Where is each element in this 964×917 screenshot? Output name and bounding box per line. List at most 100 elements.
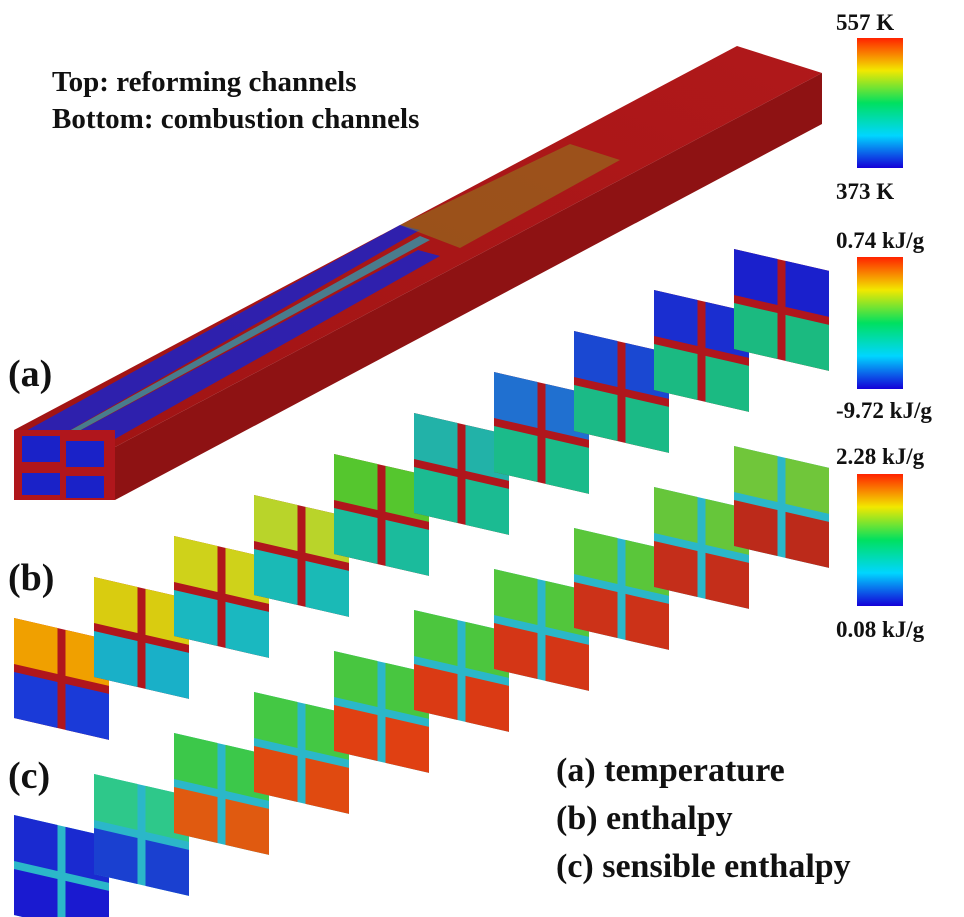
slice-channel (14, 815, 58, 872)
colorbar-max-label: 0.74 kJ/g (836, 228, 925, 253)
slice-channel (174, 536, 218, 593)
beam-front-channel (66, 476, 104, 498)
slice-channel (705, 552, 749, 609)
colorbar-temperature (857, 38, 903, 168)
slice-channel (654, 344, 698, 401)
slice-channel (14, 672, 58, 729)
beam-front-channel (22, 473, 60, 495)
colorbar-min-label: -9.72 kJ/g (836, 398, 932, 423)
sensible-enthalpy-slice (414, 610, 509, 732)
slice-channel (654, 290, 698, 347)
slice-channel (705, 355, 749, 412)
beam-front-channel (66, 441, 104, 467)
slice-channel (385, 519, 429, 576)
slice-channel (334, 705, 378, 762)
slice-channel (654, 486, 698, 544)
slice-channel (465, 675, 509, 732)
slice-channel (494, 372, 538, 429)
slice-channel (574, 582, 618, 639)
slice-channel (785, 457, 829, 514)
slice-channel (625, 396, 669, 453)
slice-channel (65, 683, 109, 740)
colorbars (857, 38, 903, 606)
slice-channel (94, 774, 138, 831)
beam-cool-streak-2 (66, 250, 440, 444)
slice-channel (94, 577, 138, 634)
enthalpy-slices (14, 249, 829, 740)
slice-channel (734, 249, 778, 306)
slice-channel (174, 590, 218, 647)
sensible-enthalpy-slice (654, 486, 749, 609)
enthalpy-slice (574, 331, 669, 453)
slice-channel (385, 716, 429, 773)
slice-channel (734, 499, 778, 557)
colorbar-max-label: 557 K (836, 10, 895, 35)
slice-channel (414, 413, 458, 470)
legend-entry: (b) enthalpy (556, 800, 733, 837)
slice-channel (254, 692, 298, 749)
panel-label-b: (b) (8, 557, 55, 599)
slice-channel (145, 839, 189, 896)
slice-channel (734, 303, 778, 360)
slice-channel (254, 549, 298, 606)
slice-channel (574, 331, 618, 388)
enthalpy-slice (734, 249, 829, 371)
channel-beam-3d (14, 46, 822, 500)
slice-channel (225, 601, 269, 658)
slice-channel (334, 454, 378, 511)
beam-cool-streak-3 (60, 236, 430, 438)
sensible-enthalpy-slice (254, 692, 349, 814)
colorbar-min-label: 0.08 kJ/g (836, 617, 925, 642)
panel-label-c: (c) (8, 755, 51, 797)
slice-channel (465, 478, 509, 535)
slice-channel (145, 642, 189, 699)
slice-channel (494, 569, 538, 626)
slice-channel (254, 746, 298, 803)
slice-channel (94, 828, 138, 885)
slice-channel (225, 798, 269, 855)
enthalpy-slice (94, 577, 189, 699)
slice-channel (14, 618, 58, 675)
panel-label-a: (a) (8, 353, 53, 395)
slice-channel (305, 757, 349, 814)
title-line: Top: reforming channels (52, 66, 357, 98)
slice-channel (574, 385, 618, 442)
slice-channel (65, 880, 109, 917)
legend-entry: (c) sensible enthalpy (556, 848, 851, 885)
slice-channel (334, 507, 378, 565)
slice-channel (785, 511, 829, 568)
slice-channel (305, 560, 349, 617)
slice-channel (785, 314, 829, 371)
sensible-enthalpy-slices (14, 446, 829, 917)
beam-cool-streak-1 (24, 225, 420, 436)
beam-front-channel (22, 436, 60, 462)
beam-warm-streak (400, 144, 620, 248)
beam-side-face (115, 73, 822, 500)
slice-channel (785, 260, 829, 317)
slice-channel (254, 494, 298, 552)
colorbar-min-label: 373 K (836, 179, 895, 204)
slice-channel (414, 467, 458, 524)
slice-channel (94, 631, 138, 688)
slice-channel (14, 869, 58, 917)
slice-channel (174, 787, 218, 844)
sensible-enthalpy-slice (734, 446, 829, 568)
slice-channel (545, 437, 589, 494)
title-line: Bottom: combustion channels (52, 103, 420, 135)
slice-channel (334, 651, 378, 708)
slice-channel (494, 623, 538, 680)
slice-channel (654, 541, 698, 598)
slice-channel (574, 528, 618, 585)
enthalpy-slice (334, 454, 429, 576)
enthalpy-slice (654, 290, 749, 412)
legend-entry: (a) temperature (556, 752, 785, 789)
colorbar-max-label: 2.28 kJ/g (836, 444, 925, 469)
colorbar-sensible-enthalpy (857, 474, 903, 606)
slice-channel (414, 664, 458, 721)
slice-channel (414, 610, 458, 667)
sensible-enthalpy-slice (574, 528, 669, 650)
sensible-enthalpy-slice (14, 815, 109, 917)
slice-channel (734, 446, 778, 503)
sensible-enthalpy-slice (494, 569, 589, 691)
